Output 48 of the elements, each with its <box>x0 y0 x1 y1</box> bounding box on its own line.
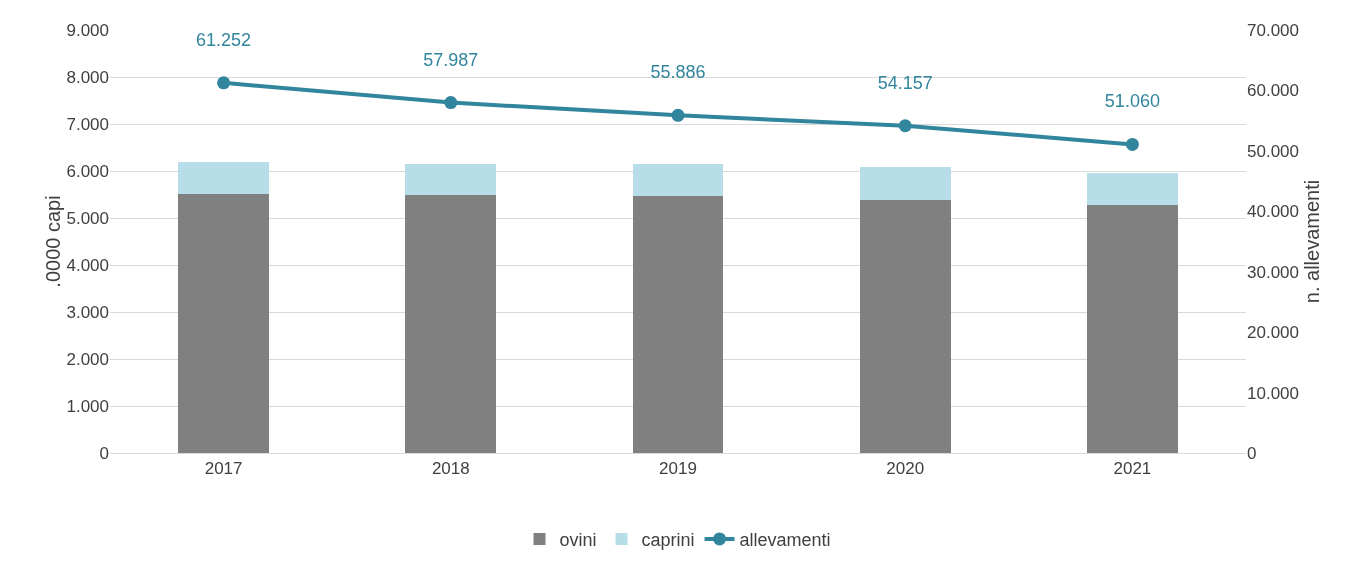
y-tick-label: 1.000 <box>66 396 109 416</box>
point <box>671 108 685 122</box>
x-tick-label: 2017 <box>204 459 243 479</box>
y2-tick-label: 60.000 <box>1247 81 1299 101</box>
bar <box>632 163 724 197</box>
point <box>444 96 458 110</box>
bar <box>405 195 497 453</box>
y-tick-label: 8.000 <box>66 67 109 87</box>
data-label: 57.987 <box>423 49 479 70</box>
y2-tick-label: 40.000 <box>1247 202 1299 222</box>
bar <box>405 163 497 196</box>
y2-axis-title: n. allevamenti <box>1301 179 1323 304</box>
y-tick-label: 5.000 <box>66 208 109 228</box>
y2-tick-label: 20.000 <box>1247 323 1299 343</box>
y-tick-label: 7.000 <box>66 114 109 134</box>
point <box>898 119 912 133</box>
y2-tick-label: 50.000 <box>1247 141 1299 161</box>
y-tick-label: 4.000 <box>66 255 109 275</box>
bar <box>178 161 270 194</box>
y-tick-label: 3.000 <box>66 302 109 322</box>
legend-label: ovini <box>559 529 597 550</box>
bar <box>178 193 270 453</box>
data-label: 61.252 <box>196 29 252 50</box>
bar <box>859 199 951 453</box>
point <box>1125 137 1139 151</box>
point <box>217 76 231 90</box>
x-tick-label: 2018 <box>431 459 470 479</box>
bar <box>1086 172 1178 205</box>
bar <box>1086 204 1178 453</box>
data-label: 54.157 <box>877 72 933 93</box>
y-tick-label: 6.000 <box>66 161 109 181</box>
y-tick-label: 0 <box>99 443 109 463</box>
data-label: 51.060 <box>1104 91 1160 112</box>
legend-label: caprini <box>641 529 695 550</box>
y2-tick-label: 30.000 <box>1247 262 1299 282</box>
x-tick-label: 2019 <box>659 459 697 479</box>
y2-tick-label: 0 <box>1247 443 1257 463</box>
y-tick-label: 9.000 <box>66 20 109 40</box>
y-tick-label: 2.000 <box>66 349 109 369</box>
bar <box>632 196 724 453</box>
x-tick-label: 2020 <box>886 459 925 479</box>
data-label: 55.886 <box>650 62 706 83</box>
y2-tick-label: 10.000 <box>1247 383 1299 403</box>
legend-label: allevamenti <box>739 529 831 550</box>
y2-tick-label: 70.000 <box>1247 20 1299 40</box>
bar <box>859 166 951 200</box>
x-tick-label: 2021 <box>1113 459 1152 479</box>
y-axis-title: .0000 capi <box>42 195 64 288</box>
